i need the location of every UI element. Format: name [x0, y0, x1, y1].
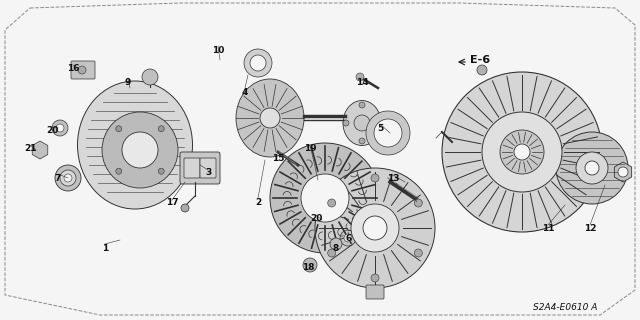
Circle shape [78, 66, 86, 74]
FancyBboxPatch shape [71, 61, 95, 79]
Text: 20: 20 [310, 213, 322, 222]
Ellipse shape [236, 79, 304, 157]
Text: 7: 7 [55, 173, 61, 182]
Text: 15: 15 [272, 154, 284, 163]
Circle shape [371, 274, 379, 282]
Circle shape [414, 199, 422, 207]
Circle shape [116, 168, 122, 174]
Circle shape [371, 174, 379, 182]
Circle shape [244, 49, 272, 77]
Circle shape [343, 120, 349, 126]
Circle shape [270, 143, 380, 253]
Circle shape [122, 132, 158, 168]
Text: 13: 13 [387, 173, 399, 182]
Circle shape [158, 126, 164, 132]
Circle shape [375, 120, 381, 126]
Circle shape [64, 174, 72, 182]
Text: 16: 16 [67, 63, 79, 73]
Circle shape [576, 152, 608, 184]
FancyBboxPatch shape [180, 152, 220, 184]
Text: 2: 2 [255, 197, 261, 206]
Text: 5: 5 [377, 124, 383, 132]
Circle shape [585, 161, 599, 175]
Circle shape [363, 216, 387, 240]
Circle shape [142, 69, 158, 85]
Circle shape [301, 174, 349, 222]
Circle shape [344, 234, 352, 242]
Circle shape [359, 138, 365, 144]
Text: 14: 14 [356, 77, 368, 86]
Circle shape [482, 112, 562, 192]
Text: S2A4-E0610 A: S2A4-E0610 A [533, 303, 597, 313]
Circle shape [359, 102, 365, 108]
Circle shape [442, 72, 602, 232]
Circle shape [60, 170, 76, 186]
Circle shape [56, 124, 64, 132]
Circle shape [102, 112, 178, 188]
Circle shape [340, 230, 356, 246]
Circle shape [181, 204, 189, 212]
Circle shape [514, 144, 530, 160]
Circle shape [55, 165, 81, 191]
Text: 8: 8 [333, 244, 339, 252]
Circle shape [315, 168, 435, 288]
Circle shape [500, 130, 544, 174]
Circle shape [303, 258, 317, 272]
Text: E-6: E-6 [470, 55, 490, 65]
Text: 1: 1 [102, 244, 108, 252]
Text: 20: 20 [46, 125, 58, 134]
Circle shape [374, 119, 402, 147]
Text: 6: 6 [346, 234, 352, 243]
Text: 9: 9 [125, 77, 131, 86]
Ellipse shape [77, 81, 193, 209]
Text: 18: 18 [301, 263, 314, 273]
Circle shape [414, 249, 422, 257]
Circle shape [116, 126, 122, 132]
Text: 4: 4 [242, 87, 248, 97]
Circle shape [354, 115, 370, 131]
FancyBboxPatch shape [184, 158, 200, 178]
Circle shape [328, 249, 336, 257]
FancyBboxPatch shape [366, 285, 384, 299]
Circle shape [330, 238, 342, 250]
Circle shape [52, 120, 68, 136]
Circle shape [351, 204, 399, 252]
Ellipse shape [343, 100, 381, 146]
Text: 10: 10 [212, 45, 224, 54]
Circle shape [328, 199, 336, 207]
Circle shape [618, 167, 628, 177]
Text: 19: 19 [304, 143, 316, 153]
Circle shape [477, 65, 487, 75]
FancyBboxPatch shape [200, 158, 216, 178]
Circle shape [260, 108, 280, 128]
Text: 21: 21 [24, 143, 36, 153]
Text: 17: 17 [166, 197, 179, 206]
Text: 11: 11 [541, 223, 554, 233]
Text: 12: 12 [584, 223, 596, 233]
Circle shape [250, 55, 266, 71]
Text: 3: 3 [205, 167, 211, 177]
Circle shape [366, 111, 410, 155]
Circle shape [556, 132, 628, 204]
Circle shape [158, 168, 164, 174]
Circle shape [356, 73, 364, 81]
